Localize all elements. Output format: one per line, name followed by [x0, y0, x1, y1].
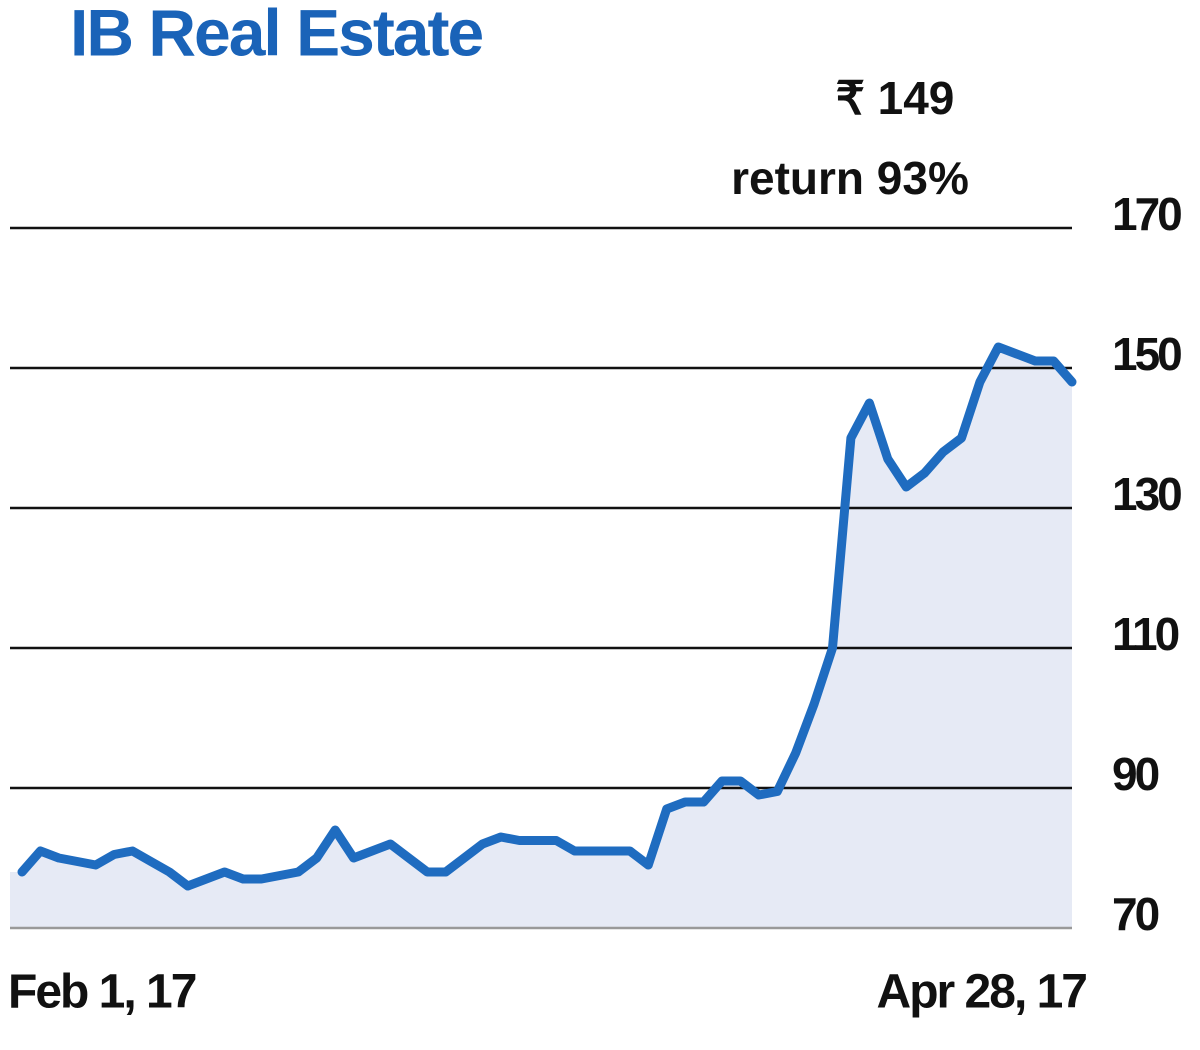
- y-tick-label: 170: [1112, 188, 1181, 240]
- y-tick-label: 130: [1112, 468, 1181, 520]
- x-tick-label: Feb 1, 17: [8, 966, 196, 1019]
- annotation: return 93%: [731, 152, 969, 204]
- y-tick-label: 150: [1112, 328, 1181, 380]
- price-line: [17, 342, 1077, 891]
- y-tick-label: 70: [1112, 888, 1159, 940]
- y-tick-label: 90: [1112, 748, 1159, 800]
- annotation: ₹ 149: [836, 72, 955, 124]
- x-tick-label: Apr 28, 17: [877, 966, 1087, 1019]
- area-fill: [10, 347, 1072, 928]
- chart-title: IB Real Estate: [70, 0, 482, 69]
- y-tick-label: 110: [1112, 608, 1179, 660]
